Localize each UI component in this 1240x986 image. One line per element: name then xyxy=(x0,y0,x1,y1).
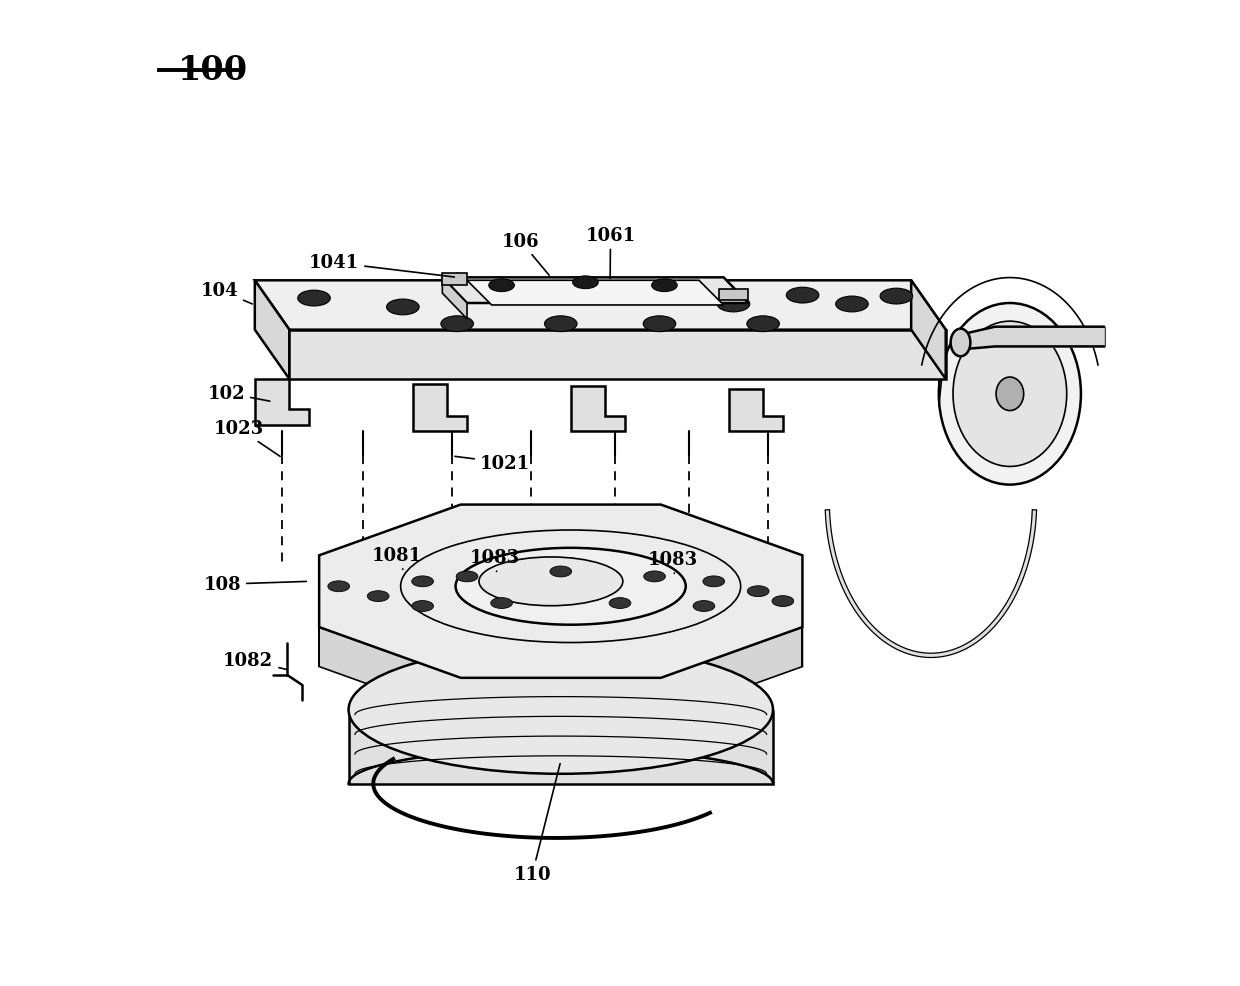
Text: 1061: 1061 xyxy=(585,227,636,279)
Polygon shape xyxy=(289,330,946,380)
Text: 104: 104 xyxy=(201,282,252,305)
Polygon shape xyxy=(348,710,773,784)
Ellipse shape xyxy=(491,598,512,608)
Ellipse shape xyxy=(327,582,350,592)
Ellipse shape xyxy=(609,598,631,608)
Polygon shape xyxy=(467,281,724,306)
Polygon shape xyxy=(443,274,467,286)
Ellipse shape xyxy=(455,548,686,625)
Text: 1083: 1083 xyxy=(647,550,698,574)
Polygon shape xyxy=(254,281,946,330)
Text: 102: 102 xyxy=(207,385,270,402)
Ellipse shape xyxy=(996,378,1024,411)
Ellipse shape xyxy=(441,317,474,332)
Text: 1081: 1081 xyxy=(371,546,422,570)
Ellipse shape xyxy=(367,591,389,601)
Polygon shape xyxy=(254,380,309,426)
Text: 106: 106 xyxy=(501,233,549,276)
Ellipse shape xyxy=(651,280,677,292)
Ellipse shape xyxy=(544,317,577,332)
Ellipse shape xyxy=(836,297,868,313)
Ellipse shape xyxy=(412,601,434,611)
Polygon shape xyxy=(570,387,625,432)
Ellipse shape xyxy=(489,280,515,292)
Ellipse shape xyxy=(456,571,477,582)
Ellipse shape xyxy=(668,288,701,304)
Ellipse shape xyxy=(939,304,1081,485)
Text: 1083: 1083 xyxy=(470,548,520,572)
Ellipse shape xyxy=(412,576,434,588)
Polygon shape xyxy=(254,281,289,380)
Ellipse shape xyxy=(880,289,913,305)
Text: 100: 100 xyxy=(177,54,248,87)
Ellipse shape xyxy=(954,321,1066,467)
Ellipse shape xyxy=(387,300,419,316)
Ellipse shape xyxy=(644,317,676,332)
Ellipse shape xyxy=(520,288,552,304)
Ellipse shape xyxy=(703,576,724,588)
Polygon shape xyxy=(911,281,946,380)
Ellipse shape xyxy=(549,566,572,578)
Text: 1021: 1021 xyxy=(455,455,529,472)
Ellipse shape xyxy=(748,586,769,597)
Polygon shape xyxy=(729,389,782,432)
Ellipse shape xyxy=(479,557,622,606)
Text: 1041: 1041 xyxy=(309,254,454,278)
Text: 108: 108 xyxy=(203,576,306,594)
Polygon shape xyxy=(461,678,661,718)
Polygon shape xyxy=(413,385,467,432)
Polygon shape xyxy=(661,627,802,718)
Ellipse shape xyxy=(786,288,818,304)
Polygon shape xyxy=(443,278,748,304)
Polygon shape xyxy=(319,505,802,678)
Ellipse shape xyxy=(573,277,598,290)
Text: 110: 110 xyxy=(513,764,560,883)
Ellipse shape xyxy=(298,291,330,307)
Ellipse shape xyxy=(717,297,750,313)
Ellipse shape xyxy=(348,646,773,774)
Ellipse shape xyxy=(773,596,794,606)
Polygon shape xyxy=(443,278,467,319)
Ellipse shape xyxy=(951,329,971,357)
Ellipse shape xyxy=(644,571,666,582)
Polygon shape xyxy=(719,290,748,301)
Ellipse shape xyxy=(746,317,780,332)
Text: 1082: 1082 xyxy=(223,652,286,669)
Polygon shape xyxy=(319,627,461,718)
Ellipse shape xyxy=(693,601,714,611)
Text: 1023: 1023 xyxy=(213,420,280,457)
